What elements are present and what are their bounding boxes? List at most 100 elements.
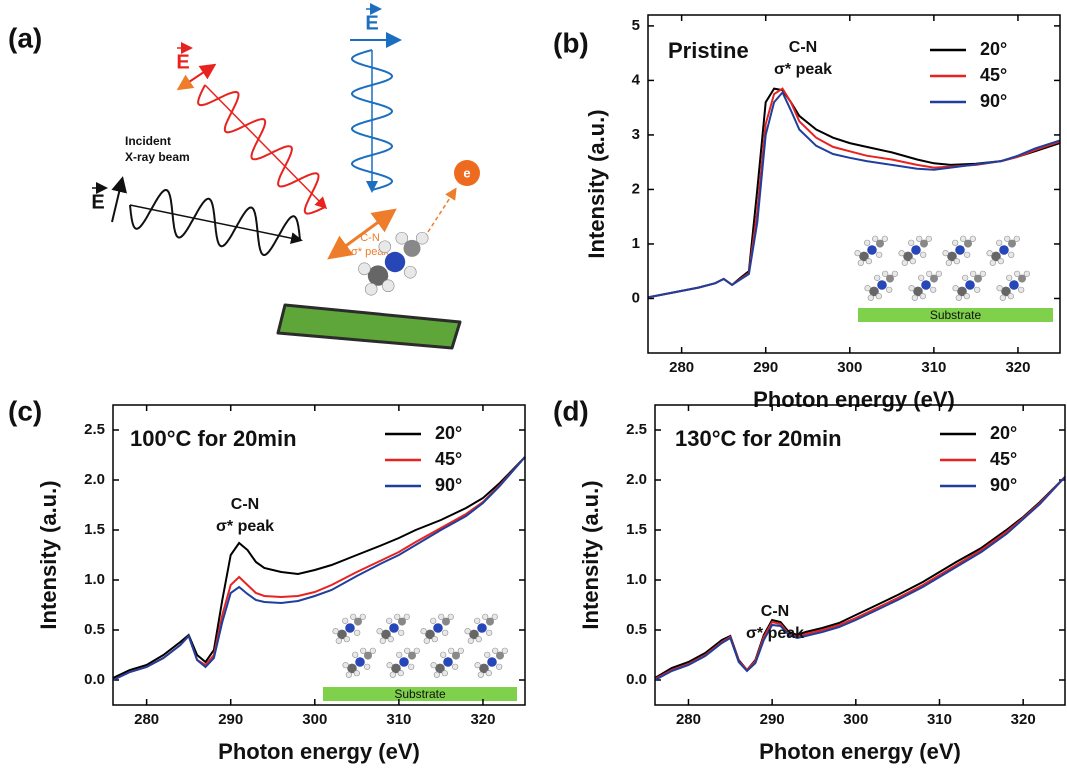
atom xyxy=(442,617,450,626)
atom xyxy=(874,274,881,281)
atom xyxy=(442,629,449,636)
atom xyxy=(962,274,969,281)
x-tick-label: 300 xyxy=(843,711,868,728)
atom xyxy=(413,647,420,654)
legend-label: 90° xyxy=(435,475,462,495)
atom xyxy=(358,262,371,276)
atom xyxy=(441,670,448,677)
x-tick-label: 310 xyxy=(386,711,411,728)
atom xyxy=(403,613,410,620)
y-tick-label: 0.5 xyxy=(626,621,647,638)
series-line xyxy=(647,87,1061,299)
atom xyxy=(945,259,952,266)
atom xyxy=(378,240,392,253)
atom xyxy=(491,613,498,620)
x-tick-label: 320 xyxy=(1011,711,1036,728)
chart-title: Pristine xyxy=(668,38,749,63)
atom xyxy=(501,647,508,654)
x-tick-label: 290 xyxy=(753,359,778,376)
y-tick-label: 0.0 xyxy=(84,671,105,688)
y-axis-label: Intensity (a.u.) xyxy=(578,480,603,629)
atom xyxy=(423,637,430,644)
atom xyxy=(452,663,459,670)
atom xyxy=(991,251,1001,262)
atom xyxy=(957,286,967,297)
annotation: C-N xyxy=(761,603,789,620)
atom xyxy=(496,663,503,670)
atom xyxy=(964,239,972,248)
atom xyxy=(916,235,923,242)
series-line xyxy=(654,476,1066,680)
atom xyxy=(999,294,1006,301)
atom xyxy=(1007,293,1014,300)
molecule xyxy=(386,647,420,678)
y-tick-label: 5 xyxy=(632,17,640,34)
atom xyxy=(1013,235,1020,242)
atom xyxy=(942,250,949,257)
atom xyxy=(997,258,1004,265)
atom xyxy=(397,670,404,677)
atom xyxy=(431,636,438,643)
atom xyxy=(925,235,932,242)
beam-label: X-ray beam xyxy=(125,150,190,164)
molecule xyxy=(854,235,888,266)
atom xyxy=(996,239,1003,246)
atom xyxy=(384,251,406,273)
x-tick-label: 310 xyxy=(921,359,946,376)
transition-arrow xyxy=(327,208,397,260)
atom xyxy=(854,250,861,257)
y-tick-label: 1.0 xyxy=(626,571,647,588)
atom xyxy=(857,259,864,266)
atom xyxy=(953,258,960,265)
atom xyxy=(921,280,931,290)
x-axis-label: Photon energy (eV) xyxy=(759,739,961,764)
field-label: E xyxy=(91,191,104,213)
atom xyxy=(477,671,484,678)
x-tick-label: 300 xyxy=(302,711,327,728)
series-line xyxy=(112,456,526,681)
atom xyxy=(869,286,879,297)
atom xyxy=(918,274,925,281)
molecule xyxy=(420,613,454,644)
atom xyxy=(430,617,437,624)
atom xyxy=(913,286,923,297)
molecule xyxy=(474,647,508,678)
x-tick-label: 320 xyxy=(470,711,495,728)
chart-title: 100°C for 20min xyxy=(130,426,297,451)
atom xyxy=(986,250,993,257)
atom xyxy=(332,628,339,635)
atom xyxy=(955,245,965,255)
series-line xyxy=(654,476,1066,679)
atom xyxy=(908,239,915,246)
atom xyxy=(911,294,918,301)
legend-label: 90° xyxy=(990,475,1017,495)
atom xyxy=(408,651,416,660)
chart-title: 130°C for 20min xyxy=(675,426,842,451)
electron-label: e xyxy=(463,165,470,180)
atom xyxy=(425,629,435,640)
x-tick-label: 290 xyxy=(218,711,243,728)
molecule xyxy=(464,613,498,644)
atom xyxy=(1023,270,1030,277)
atom xyxy=(926,270,933,277)
annotation: σ* peak xyxy=(216,518,274,535)
molecule xyxy=(358,231,429,296)
atom xyxy=(389,671,396,678)
atom xyxy=(935,270,942,277)
atom xyxy=(487,657,497,667)
atom xyxy=(398,629,405,636)
atom xyxy=(898,250,905,257)
molecule xyxy=(376,613,410,644)
substrate xyxy=(323,687,517,701)
y-tick-label: 2 xyxy=(632,180,640,197)
atom xyxy=(881,235,888,242)
molecule xyxy=(996,270,1030,301)
atom xyxy=(350,613,357,620)
atom xyxy=(467,637,474,644)
x-tick-label: 280 xyxy=(134,711,159,728)
beam-label: Incident xyxy=(125,134,171,148)
panel-label: (d) xyxy=(553,395,589,426)
atom xyxy=(469,629,479,640)
atom xyxy=(364,651,372,660)
